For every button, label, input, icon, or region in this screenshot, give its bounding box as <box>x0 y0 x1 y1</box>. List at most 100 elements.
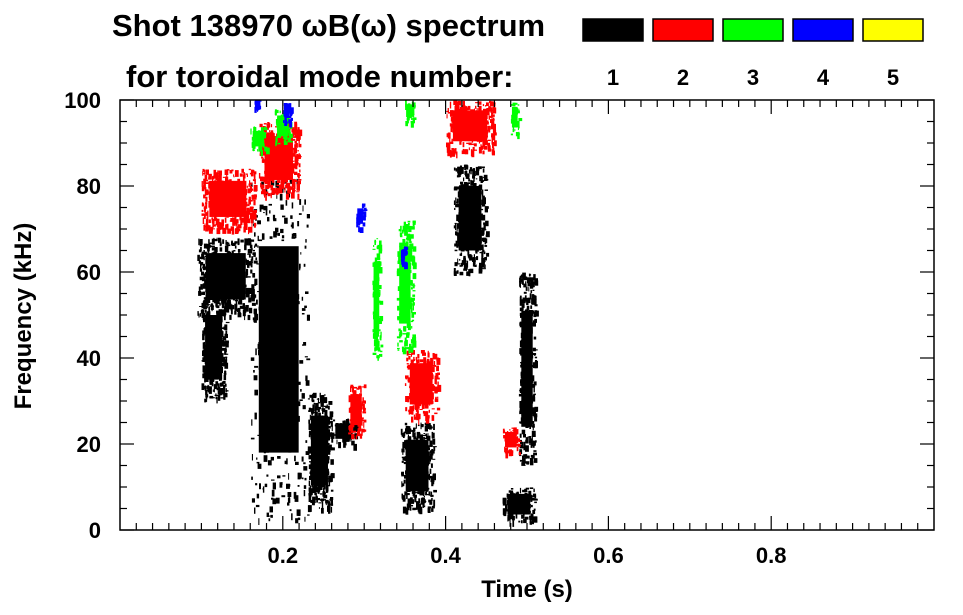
speckle <box>277 232 280 236</box>
speckle <box>325 490 328 493</box>
speckle <box>510 495 512 502</box>
speckle <box>432 392 434 394</box>
speckle <box>303 466 308 471</box>
speckle <box>336 430 339 435</box>
speckle <box>223 311 226 317</box>
speckle <box>222 239 225 244</box>
speckle <box>415 406 419 412</box>
speckle <box>212 295 217 302</box>
speckle <box>522 356 524 363</box>
speckle <box>412 255 415 260</box>
speckle <box>415 507 418 510</box>
region-mode-2-9 <box>201 168 258 235</box>
speckle <box>526 308 529 315</box>
speckle <box>212 257 216 261</box>
speckle <box>352 430 356 433</box>
speckle <box>472 257 476 262</box>
speckle <box>243 218 247 225</box>
speckle <box>312 456 314 460</box>
speckle <box>265 295 269 302</box>
speckle <box>410 121 414 124</box>
speckle <box>362 222 366 227</box>
speckle <box>288 131 291 138</box>
speckle <box>424 422 429 426</box>
speckle <box>413 464 417 467</box>
speckle <box>203 194 206 199</box>
speckle <box>230 200 232 206</box>
speckle <box>469 223 471 228</box>
speckle <box>416 360 418 365</box>
speckle <box>425 417 427 421</box>
region-core <box>252 130 265 147</box>
speckle <box>270 421 273 423</box>
speckle <box>268 203 272 206</box>
speckle <box>287 173 290 178</box>
speckle <box>527 282 530 287</box>
speckle <box>430 376 432 383</box>
speckle <box>478 202 482 210</box>
speckle <box>212 375 215 382</box>
speckle <box>204 279 208 286</box>
speckle <box>510 119 513 124</box>
speckle <box>472 213 475 219</box>
speckle <box>524 490 528 492</box>
speckle <box>257 463 262 469</box>
speckle <box>372 333 375 339</box>
speckle <box>237 242 240 246</box>
speckle <box>491 114 495 117</box>
speckle <box>279 382 281 389</box>
speckle <box>402 506 407 514</box>
speckle <box>315 492 317 497</box>
speckle <box>239 275 242 282</box>
speckle <box>434 412 438 415</box>
speckle <box>488 110 490 116</box>
speckle <box>215 396 218 400</box>
speckle <box>246 207 250 214</box>
speckle <box>204 361 209 365</box>
y-axis-label: Frequency (kHz) <box>10 223 37 410</box>
speckle <box>252 210 254 218</box>
speckle <box>523 276 528 281</box>
speckle <box>265 194 267 201</box>
speckle <box>267 440 271 447</box>
speckle <box>455 231 458 236</box>
speckle <box>456 270 459 274</box>
speckle <box>275 141 277 147</box>
speckle <box>404 270 406 275</box>
speckle <box>453 167 456 171</box>
speckle <box>268 286 270 293</box>
speckle <box>271 285 275 287</box>
speckle <box>525 375 528 381</box>
speckle <box>251 260 253 268</box>
speckle <box>349 433 351 441</box>
speckle <box>460 201 464 209</box>
speckle <box>215 185 217 189</box>
speckle <box>280 423 284 426</box>
speckle <box>208 352 212 355</box>
speckle <box>466 142 470 144</box>
speckle <box>419 508 423 515</box>
speckle <box>234 268 238 275</box>
speckle <box>399 317 402 323</box>
speckle <box>256 101 258 105</box>
speckle <box>485 105 487 107</box>
speckle <box>258 342 261 345</box>
speckle <box>286 352 288 355</box>
speckle <box>225 293 228 295</box>
speckle <box>219 363 222 366</box>
speckle <box>480 235 482 239</box>
speckle <box>532 441 535 448</box>
speckle <box>527 378 530 380</box>
speckle <box>315 406 317 413</box>
speckle <box>253 209 257 213</box>
speckle <box>266 137 269 141</box>
speckle <box>238 182 243 190</box>
speckle <box>507 500 511 506</box>
speckle <box>460 166 462 170</box>
speckle <box>301 477 304 480</box>
speckle <box>372 293 376 298</box>
speckle <box>398 334 401 336</box>
speckle <box>219 187 224 192</box>
speckle <box>240 239 244 243</box>
speckle <box>250 128 252 135</box>
